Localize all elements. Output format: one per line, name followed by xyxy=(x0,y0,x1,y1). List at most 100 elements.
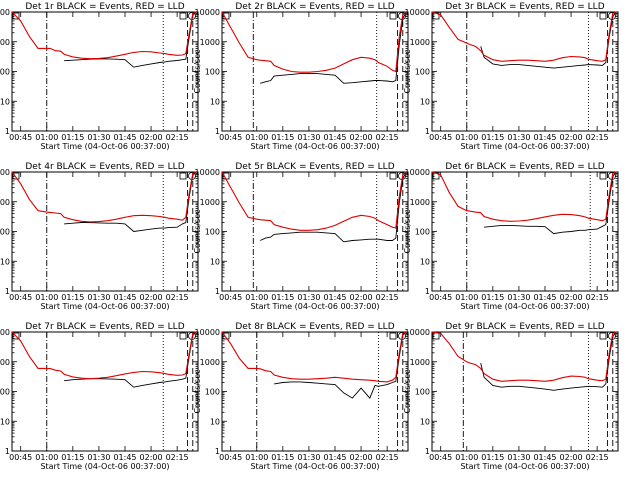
detector-panel-3: Det 3r BLACK = Events, RED = LLD 1 10 100 10… xyxy=(403,2,619,151)
detector-panel-9: Det 9r BLACK = Events, RED = LLD 1 10 100 10… xyxy=(403,322,619,471)
x-tick-label: 01:15 xyxy=(61,133,84,142)
panel-title: Det 9r BLACK = Events, RED = LLD xyxy=(445,322,604,332)
y-tick-label: 1000 xyxy=(200,358,220,367)
panel-title: Det 6r BLACK = Events, RED = LLD xyxy=(445,162,604,172)
x-tick-label: 00:45 xyxy=(429,453,452,462)
x-tick-label: 00:45 xyxy=(219,293,242,302)
x-tick-label: 01:00 xyxy=(35,133,58,142)
y-axis-title: Counts/sec xyxy=(193,369,202,413)
y-tick-label: 1 xyxy=(215,447,220,456)
x-tick-label: 02:00 xyxy=(350,453,373,462)
y-tick-label: 100 xyxy=(205,68,220,77)
panel-title: Det 3r BLACK = Events, RED = LLD xyxy=(445,2,604,12)
y-tick-label: 10 xyxy=(420,417,430,426)
y-tick-label: 100 xyxy=(205,228,220,237)
plot-frame xyxy=(431,331,619,452)
y-tick-label: 100 xyxy=(415,228,430,237)
x-tick-label: 01:45 xyxy=(533,293,556,302)
y-tick-label: 100 xyxy=(0,228,10,237)
x-tick-label: 01:15 xyxy=(481,133,504,142)
y-tick-label: 100 xyxy=(415,388,430,397)
x-tick-label: 00:45 xyxy=(429,293,452,302)
detector-panel-5: Det 5r BLACK = Events, RED = LLD 1 10 100 10… xyxy=(193,162,409,311)
plot-frame xyxy=(221,331,409,452)
x-tick-label: 02:00 xyxy=(140,133,163,142)
x-tick-label: 02:15 xyxy=(586,293,609,302)
left-corner-marker xyxy=(12,12,20,20)
y-tick-label: 1 xyxy=(425,287,430,296)
x-axis-title: Start Time (04-Oct-06 00:37:00) xyxy=(40,302,169,311)
x-axis-title: Start Time (04-Oct-06 00:37:00) xyxy=(40,462,169,471)
y-axis-title: Counts/sec xyxy=(403,209,412,253)
x-axis-title: Start Time (04-Oct-06 00:37:00) xyxy=(460,142,589,151)
x-tick-label: 02:00 xyxy=(140,453,163,462)
left-corner-marker xyxy=(432,332,440,340)
x-tick-label: 01:30 xyxy=(87,453,110,462)
y-tick-label: 1 xyxy=(215,127,220,136)
y-axis-title: Counts/sec xyxy=(193,209,202,253)
x-tick-label: 01:30 xyxy=(297,453,320,462)
x-tick-label: 01:15 xyxy=(271,293,294,302)
x-tick-label: 00:45 xyxy=(9,453,32,462)
y-tick-label: 10000 xyxy=(0,8,10,17)
lld-series-line xyxy=(221,171,407,231)
x-tick-label: 02:00 xyxy=(560,293,583,302)
left-corner-marker xyxy=(12,172,20,180)
panel-title: Det 8r BLACK = Events, RED = LLD xyxy=(235,322,394,332)
x-tick-label: 02:15 xyxy=(376,293,399,302)
x-axis-title: Start Time (04-Oct-06 00:37:00) xyxy=(460,462,589,471)
y-tick-label: 1000 xyxy=(0,198,10,207)
y-tick-label: 1 xyxy=(5,287,10,296)
events-series-line xyxy=(64,171,197,232)
x-tick-label: 01:00 xyxy=(245,133,268,142)
panel-title: Det 2r BLACK = Events, RED = LLD xyxy=(235,2,394,12)
y-tick-label: 10000 xyxy=(195,168,220,177)
y-tick-label: 10000 xyxy=(0,328,10,337)
x-tick-label: 02:00 xyxy=(140,293,163,302)
x-tick-label: 01:45 xyxy=(323,453,346,462)
x-tick-label: 01:15 xyxy=(61,453,84,462)
y-tick-label: 1000 xyxy=(200,198,220,207)
y-tick-label: 10 xyxy=(210,97,220,106)
plot-frame xyxy=(431,11,619,132)
detector-panel-1: Det 1r BLACK = Events, RED = LLD 1 10 100 10… xyxy=(0,2,199,151)
panel-title: Det 1r BLACK = Events, RED = LLD xyxy=(25,2,184,12)
lld-series-line xyxy=(221,331,407,383)
plot-frame xyxy=(11,11,199,132)
x-axis-title: Start Time (04-Oct-06 00:37:00) xyxy=(250,462,379,471)
x-tick-label: 02:00 xyxy=(560,133,583,142)
lld-series-line xyxy=(431,331,617,382)
events-series-line xyxy=(484,171,617,235)
lld-series-line xyxy=(221,11,407,73)
y-tick-label: 1000 xyxy=(410,358,430,367)
lld-series-line xyxy=(11,331,197,380)
x-tick-label: 01:00 xyxy=(455,133,478,142)
y-tick-label: 10 xyxy=(0,97,10,106)
events-series-line xyxy=(64,331,197,388)
plot-frame xyxy=(11,331,199,452)
y-tick-label: 1 xyxy=(425,447,430,456)
x-tick-label: 00:45 xyxy=(429,133,452,142)
x-tick-label: 01:30 xyxy=(297,133,320,142)
x-tick-label: 01:30 xyxy=(297,293,320,302)
x-tick-label: 01:15 xyxy=(271,133,294,142)
y-axis-title: Counts/sec xyxy=(193,49,202,93)
y-tick-label: 100 xyxy=(0,68,10,77)
x-tick-label: 01:45 xyxy=(113,453,136,462)
y-axis-title: Counts/sec xyxy=(403,369,412,413)
events-series-line xyxy=(260,11,407,84)
y-tick-label: 1000 xyxy=(410,38,430,47)
x-tick-label: 00:45 xyxy=(219,453,242,462)
detector-panel-6: Det 6r BLACK = Events, RED = LLD 1 10 100 10… xyxy=(403,162,619,311)
x-axis-title: Start Time (04-Oct-06 00:37:00) xyxy=(460,302,589,311)
x-tick-label: 01:45 xyxy=(113,133,136,142)
x-tick-label: 01:00 xyxy=(455,453,478,462)
plot-frame xyxy=(221,171,409,292)
lld-series-line xyxy=(431,171,617,222)
x-tick-label: 00:45 xyxy=(9,133,32,142)
y-tick-label: 10000 xyxy=(195,8,220,17)
events-series-line xyxy=(480,11,617,69)
x-tick-label: 00:45 xyxy=(9,293,32,302)
lld-series-line xyxy=(11,171,197,223)
